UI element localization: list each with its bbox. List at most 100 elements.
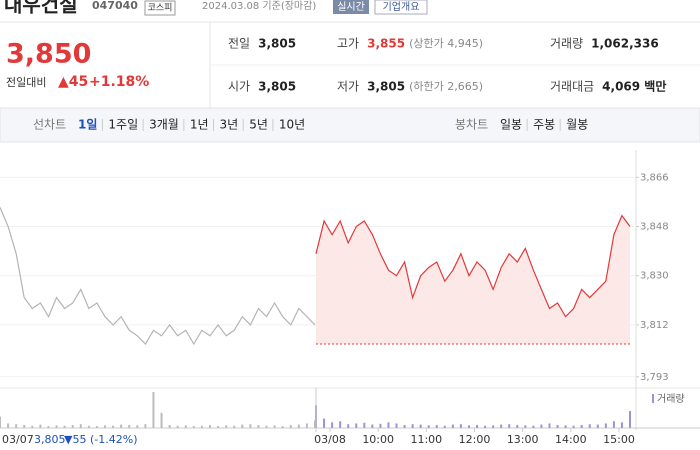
- volume-bar: [87, 425, 90, 428]
- volume-bar: [63, 425, 66, 428]
- volume-bar: [347, 424, 350, 428]
- volume-bar: [620, 422, 623, 428]
- volume-bar: [331, 422, 334, 428]
- tab[interactable]: 일봉: [500, 118, 522, 132]
- volume-bar: [160, 412, 163, 428]
- market-badge: [144, 0, 176, 16]
- volume-bar: [467, 425, 470, 428]
- tab[interactable]: 1년: [190, 118, 209, 132]
- volume-bar: [556, 424, 559, 428]
- tab[interactable]: 3개월: [149, 118, 179, 132]
- tab[interactable]: 1일: [78, 118, 97, 132]
- volume-bar: [0, 416, 1, 428]
- x-tick-label: 14:00: [555, 433, 587, 446]
- volume-bar: [200, 425, 203, 428]
- y-tick-label: 3,848: [640, 222, 669, 233]
- tab[interactable]: 주봉: [533, 118, 555, 132]
- stat-label: 시가: [228, 80, 250, 94]
- volume-bar: [55, 425, 58, 428]
- price: 3,850: [6, 39, 91, 70]
- volume-bar: [604, 423, 607, 428]
- x-tick-label: 03/08: [314, 433, 346, 446]
- volume-bar: [257, 424, 260, 428]
- volume-bar: [152, 392, 155, 428]
- volume-bar: [297, 424, 300, 428]
- company-button[interactable]: [374, 0, 428, 15]
- volume-bar: [395, 423, 398, 428]
- volume-bar: [596, 424, 599, 428]
- company[interactable]: 기업개요: [383, 0, 420, 13]
- volume-bar: [289, 424, 292, 428]
- prev-change: ▼55: [64, 433, 86, 446]
- volume-bar: [612, 421, 615, 428]
- volume-bar: [476, 424, 479, 428]
- volume-bar: [540, 424, 543, 428]
- stat-label: 거래량: [550, 37, 583, 51]
- volume-bar: [241, 424, 244, 428]
- stat-label: 저가: [337, 80, 359, 94]
- stat-label: 전일: [228, 37, 250, 51]
- volume-bar: [144, 424, 147, 428]
- stat-note: (하한가 2,665): [409, 79, 483, 93]
- volume-bar: [168, 424, 171, 428]
- stat-value: 3,855: [367, 37, 405, 51]
- prev-rate: (-1.42%): [90, 433, 138, 446]
- volume-bar: [371, 424, 374, 428]
- volume-bar: [15, 424, 18, 428]
- volume-legend-swatch: [652, 394, 654, 403]
- x-tick-label: 12:00: [459, 433, 491, 446]
- date: 2024.03.08 기준(장마감): [202, 0, 316, 12]
- stat-value: 3,805: [367, 80, 405, 94]
- volume-bar: [31, 425, 34, 428]
- volume-bar: [451, 424, 454, 428]
- volume-bar: [516, 424, 519, 428]
- volume-bar: [492, 425, 495, 428]
- tab[interactable]: 1주일: [108, 118, 138, 132]
- volume-bar: [355, 423, 358, 428]
- volume-bar: [524, 425, 527, 428]
- x-tick-label: 11:00: [410, 433, 442, 446]
- prev-price: 3,805: [34, 433, 66, 446]
- tab[interactable]: 월봉: [566, 118, 588, 132]
- volume-bar: [265, 425, 268, 428]
- tab-bar: [0, 107, 700, 143]
- tab[interactable]: 5년: [249, 118, 268, 132]
- volume-bar: [427, 425, 430, 428]
- tab-group-label: 봉차트: [455, 118, 488, 132]
- volume-bar: [580, 424, 583, 428]
- y-tick-label: 3,866: [640, 172, 669, 183]
- volume-bar: [387, 422, 390, 428]
- volume-bar: [500, 424, 503, 428]
- tab[interactable]: 10년: [279, 118, 305, 132]
- volume-bar: [435, 424, 438, 428]
- volume-bar: [443, 425, 446, 428]
- tab[interactable]: 3년: [220, 118, 239, 132]
- volume-bar: [233, 425, 236, 428]
- volume-bar: [7, 423, 10, 428]
- volume-label: 거래량: [657, 393, 685, 405]
- volume-bar: [508, 424, 511, 428]
- volume-bar: [23, 424, 26, 428]
- price-line: [315, 214, 631, 318]
- stock-code: 047040: [92, 0, 138, 12]
- volume-bar: [249, 424, 252, 428]
- volume-bar: [588, 424, 591, 428]
- volume-bar: [112, 425, 115, 428]
- change-label: 전일대비: [6, 75, 46, 89]
- stock-name: 대우건설: [4, 0, 78, 17]
- volume-bar: [184, 425, 187, 428]
- stat-value: 4,069 백만: [602, 79, 666, 94]
- volume-bar: [192, 426, 195, 428]
- y-tick-label: 3,830: [640, 271, 669, 282]
- x-tick-label: 15:00: [603, 433, 635, 446]
- volume-bar: [281, 426, 284, 428]
- market: 코스피: [148, 3, 173, 14]
- realtime: 실시간: [337, 1, 365, 13]
- volume-bar: [209, 424, 211, 428]
- volume-bar: [136, 425, 139, 428]
- volume-bar: [629, 410, 631, 428]
- volume-bar: [71, 424, 74, 428]
- volume-bar: [47, 426, 50, 428]
